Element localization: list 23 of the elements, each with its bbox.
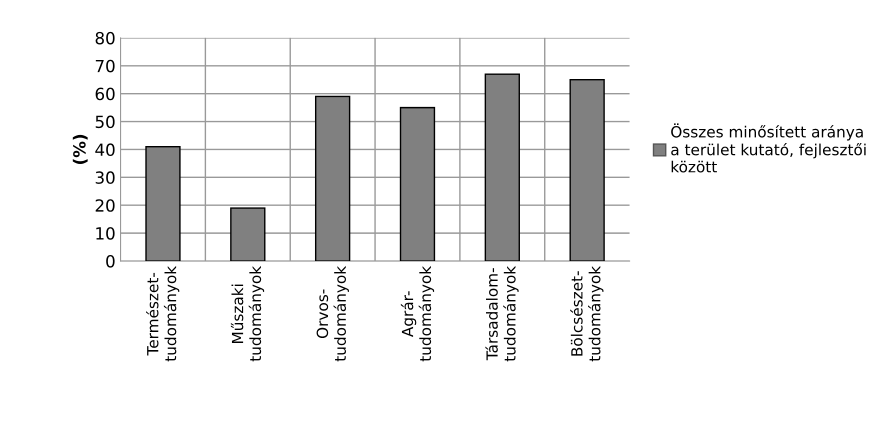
y-tick-label: 40 [95, 143, 115, 156]
bar [569, 79, 605, 262]
y-tick-label: 0 [106, 254, 115, 268]
bar [314, 96, 350, 262]
y-tick-label: 20 [96, 199, 115, 212]
x-tick-label: Természet- tudományok [146, 266, 180, 362]
y-tick-label: 60 [96, 88, 115, 100]
x-tick-label: Műszaki tudományok [230, 266, 264, 362]
y-tick-label: 80 [96, 32, 115, 44]
x-tick-label: Orvos- tudományok [316, 266, 349, 362]
y-tick-label: 30 [96, 171, 115, 184]
bar [484, 73, 520, 262]
x-tick-label: Agrár- tudományok [400, 266, 434, 362]
y-axis-title: (%) [72, 134, 88, 164]
x-tick-label: Bölcsészet- tudományok [570, 266, 604, 362]
bar [230, 207, 266, 262]
x-tick-label: Társadalom- tudományok [485, 266, 519, 362]
legend-label: Összes minősített aránya a terület kutató, fejlesztői között [671, 123, 866, 173]
y-tick-label: 70 [96, 60, 115, 72]
y-tick-label: 50 [96, 116, 115, 128]
bar [145, 146, 181, 262]
bar [400, 106, 436, 262]
y-tick-label: 10 [96, 227, 115, 240]
